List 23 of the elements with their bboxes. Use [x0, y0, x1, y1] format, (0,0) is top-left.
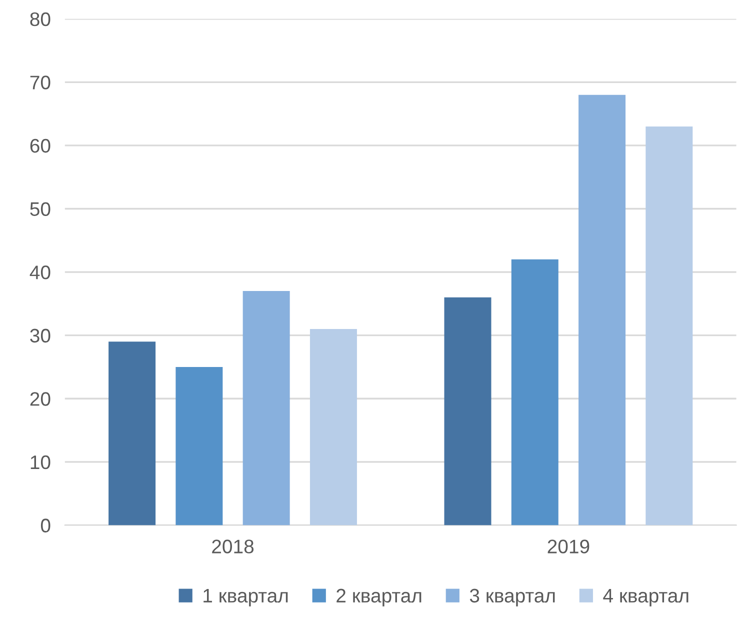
y-tick-label: 0 — [40, 518, 50, 532]
bar — [646, 126, 693, 526]
y-tick-label: 60 — [30, 138, 50, 153]
y-tick-label: 50 — [30, 202, 50, 216]
y-tick-label: 70 — [30, 76, 50, 90]
legend-label: 4 квартал — [603, 589, 688, 606]
bar — [444, 297, 492, 526]
legend-label: 1 квартал — [204, 589, 288, 606]
y-tick-label: 40 — [30, 266, 50, 280]
bar — [310, 329, 357, 526]
y-tick-label: 10 — [30, 455, 50, 470]
bar — [242, 291, 290, 526]
bar — [108, 342, 156, 526]
bar — [176, 366, 223, 526]
y-tick-label: 20 — [30, 392, 50, 406]
y-tick-label: 80 — [30, 12, 50, 26]
bar — [578, 94, 626, 526]
bar — [511, 259, 558, 526]
legend-label: 3 квартал — [470, 588, 555, 606]
legend-label: 2 квартал — [336, 588, 422, 606]
x-tick-label: 2019 — [548, 540, 590, 554]
x-tick-label: 2018 — [212, 540, 254, 554]
y-tick-label: 30 — [30, 328, 50, 343]
